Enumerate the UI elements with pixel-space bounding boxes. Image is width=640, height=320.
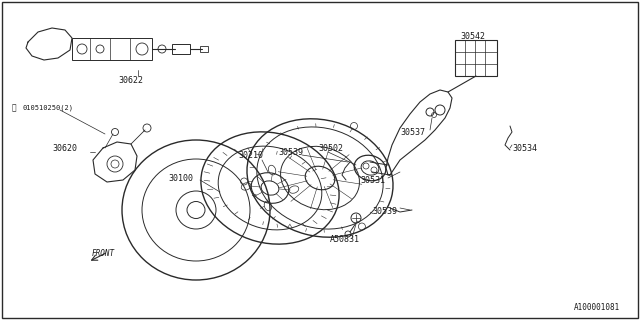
Bar — [72, 38, 152, 60]
Text: 010510250(2): 010510250(2) — [22, 105, 73, 111]
Text: 30531: 30531 — [360, 175, 385, 185]
Text: A50831: A50831 — [330, 236, 360, 244]
Text: 30537: 30537 — [400, 127, 425, 137]
Text: 30539: 30539 — [372, 207, 397, 217]
Text: 30534: 30534 — [512, 143, 537, 153]
Text: 30502: 30502 — [318, 143, 343, 153]
Text: 30620: 30620 — [52, 143, 77, 153]
Text: 30210: 30210 — [238, 150, 263, 159]
Text: 30539: 30539 — [278, 148, 303, 156]
Text: 30542: 30542 — [460, 31, 485, 41]
Text: A100001081: A100001081 — [573, 303, 620, 312]
Text: 30100: 30100 — [168, 173, 193, 182]
Bar — [172, 44, 190, 54]
Bar — [455, 40, 497, 76]
Text: FRONT: FRONT — [92, 250, 115, 259]
Text: 30622: 30622 — [118, 76, 143, 84]
Bar — [200, 46, 208, 52]
Text: Ⓑ: Ⓑ — [12, 103, 17, 113]
